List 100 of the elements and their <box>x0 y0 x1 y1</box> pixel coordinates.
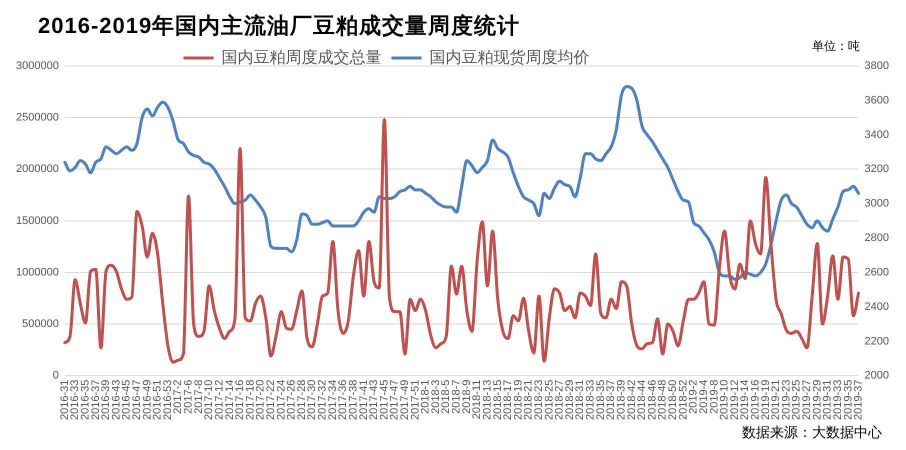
x-tick-label: 2018-50 <box>667 380 680 420</box>
x-tick-label: 2019-12 <box>728 380 741 420</box>
x-tick-label: 2017-12 <box>213 380 226 420</box>
x-tick-label: 2017-47 <box>388 380 401 420</box>
x-tick-label: 2016-37 <box>90 380 102 420</box>
x-tick-label: 2019-33 <box>832 380 844 420</box>
x-tick-label: 2018-37 <box>605 380 618 420</box>
y-tick-label: 3000000 <box>16 60 59 72</box>
x-tick-label: 2018-13 <box>481 380 494 420</box>
x-tick-label: 2016-33 <box>69 380 82 420</box>
x-tick-label: 2016-43 <box>110 380 122 420</box>
y2-tick-label: 3400 <box>864 128 890 141</box>
x-tick-label: 2019-31 <box>822 380 834 420</box>
x-tick-label: 2017-26 <box>286 380 298 420</box>
x-tick-label: 2019-19 <box>760 380 772 420</box>
x-tick-label: 2016-31 <box>58 380 71 420</box>
x-tick-label: 2018-42 <box>626 380 638 420</box>
x-tick-label: 2016-53 <box>162 380 174 420</box>
x-tick-label: 2017-28 <box>296 380 308 420</box>
x-tick-label: 2019-14 <box>739 380 752 420</box>
x-tick-label: 2018-31 <box>574 380 586 420</box>
y2-tick-label: 3200 <box>864 163 890 176</box>
x-tick-label: 2018-25 <box>543 380 556 420</box>
x-tick-label: 2017-22 <box>265 380 278 420</box>
x-tick-label: 2018-19 <box>512 380 524 420</box>
x-tick-label: 2019-27 <box>801 380 814 420</box>
x-tick-label: 2017-32 <box>316 380 329 420</box>
x-tick-label: 2019-8 <box>708 380 720 414</box>
x-tick-label: 2018-44 <box>636 380 648 420</box>
x-tick-label: 2017-6 <box>182 380 195 414</box>
x-tick-label: 2019-23 <box>780 380 792 420</box>
x-tick-label: 2017-24 <box>275 380 288 420</box>
y2-tick-label: 2200 <box>864 335 890 348</box>
x-tick-label: 2019-2 <box>688 380 700 414</box>
x-tick-label: 2019-21 <box>770 380 782 420</box>
x-tick-label: 2019-25 <box>790 380 803 420</box>
x-tick-label: 2018-11 <box>471 380 484 420</box>
x-tick-label: 2018-29 <box>564 380 576 420</box>
x-tick-label: 2017-2 <box>172 380 184 414</box>
chart-title: 2016-2019年国内主流油厂豆粕成交量周度统计 <box>38 12 520 40</box>
x-tick-label: 2016-49 <box>141 380 154 420</box>
y2-tick-label: 2800 <box>864 232 890 244</box>
x-tick-label: 2017-41 <box>358 380 370 420</box>
y2-tick-label: 2400 <box>864 300 890 313</box>
x-tick-label: 2019-16 <box>749 380 762 420</box>
y2-tick-label: 2600 <box>864 266 890 278</box>
x-tick-label: 2018-1 <box>420 380 432 414</box>
x-tick-label: 2018-15 <box>492 380 504 420</box>
legend-label: 国内豆粕现货周度均价 <box>430 48 590 66</box>
x-tick-label: 2017-36 <box>337 380 350 420</box>
x-tick-label: 2018-9 <box>460 380 473 414</box>
y2-tick-label: 2000 <box>864 370 890 382</box>
x-tick-label: 2017-10 <box>203 380 216 420</box>
x-tick-label: 2018-5 <box>440 380 452 414</box>
x-tick-label: 2018-39 <box>615 380 628 420</box>
x-tick-label: 2018-46 <box>646 380 658 420</box>
x-tick-label: 2019-35 <box>842 380 854 420</box>
x-tick-label: 2016-35 <box>79 380 92 420</box>
x-tick-label: 2019-29 <box>811 380 824 420</box>
y2-tick-label: 3000 <box>864 198 890 210</box>
y2-tick-label: 3600 <box>864 94 890 106</box>
x-tick-label: 2016-47 <box>131 380 144 420</box>
x-tick-label: 2017-45 <box>378 380 390 420</box>
x-tick-label: 2017-34 <box>326 380 339 420</box>
x-tick-label: 2017-38 <box>347 380 360 420</box>
x-tick-label: 2017-16 <box>234 380 246 420</box>
x-tick-label: 2019-37 <box>852 380 865 420</box>
text: 单位：吨 <box>812 38 860 55</box>
x-tick-label: 2017-43 <box>368 380 380 420</box>
x-tick-label: 2017-20 <box>254 380 267 420</box>
x-tick-label: 2017-30 <box>306 380 318 420</box>
x-tick-label: 2018-33 <box>584 380 597 420</box>
y-tick-label: 500000 <box>22 318 59 330</box>
x-tick-label: 2019-4 <box>698 380 710 414</box>
x-tick-label: 2018-48 <box>656 380 669 420</box>
x-tick-label: 2018-52 <box>677 380 690 420</box>
x-tick-label: 2018-7 <box>450 380 463 414</box>
source-note: 数据来源：大数据中心 <box>742 424 882 442</box>
x-tick-label: 2017-18 <box>244 380 256 420</box>
x-tick-label: 2016-51 <box>152 380 164 420</box>
x-tick-label: 2018-23 <box>533 380 546 420</box>
x-tick-label: 2016-45 <box>120 380 133 420</box>
x-tick-label: 2017-49 <box>399 380 412 420</box>
y-tick-label: 1500000 <box>16 214 59 227</box>
x-tick-label: 2016-39 <box>100 380 112 420</box>
y-tick-label: 1000000 <box>16 266 59 278</box>
line-series <box>63 118 860 364</box>
x-tick-label: 2019-10 <box>718 380 731 420</box>
line-series <box>63 85 860 281</box>
x-tick-label: 2017-14 <box>224 380 236 420</box>
y-tick-label: 2500000 <box>16 112 59 124</box>
x-tick-label: 2017-8 <box>192 380 205 414</box>
y-tick-label: 2000000 <box>16 163 59 176</box>
x-tick-label: 2018-27 <box>554 380 566 420</box>
x-tick-label: 2018-17 <box>502 380 514 420</box>
x-tick-label: 2017-51 <box>409 380 422 420</box>
y-tick-label: 0 <box>52 370 59 382</box>
y2-tick-label: 3800 <box>864 60 890 72</box>
x-tick-label: 2018-35 <box>594 380 607 420</box>
legend-label: 国内豆粕周度成交总量 <box>222 48 382 66</box>
